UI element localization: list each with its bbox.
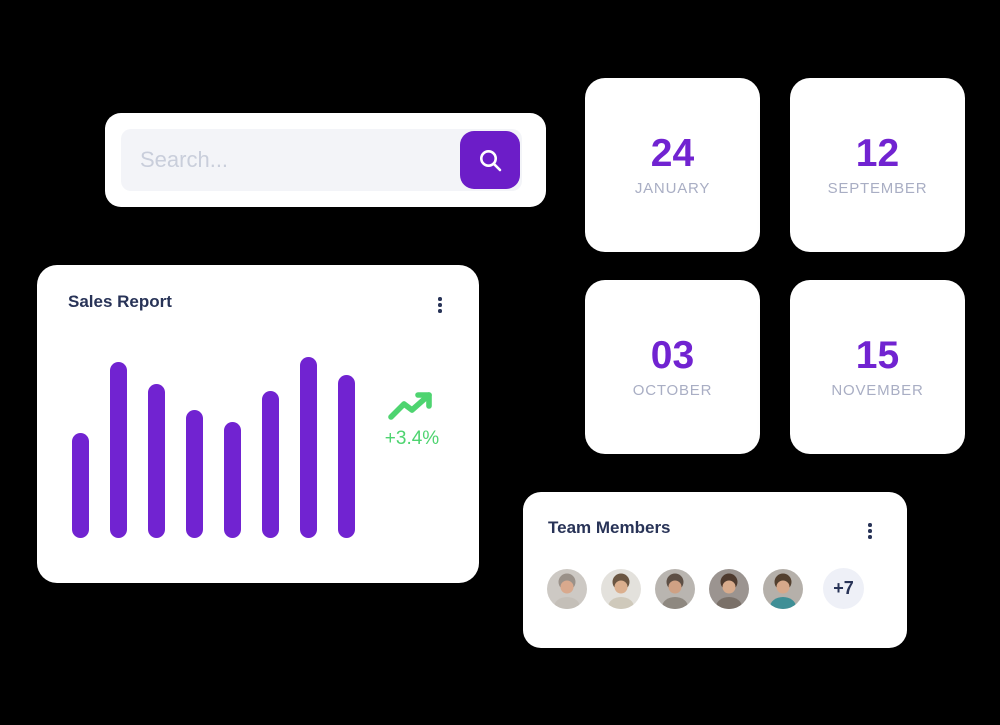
sales-bar-chart	[72, 357, 362, 538]
avatar-row: +7	[547, 568, 887, 609]
date-month: SEPTEMBER	[827, 180, 928, 198]
trend-percentage-label: +3.4%	[384, 428, 440, 449]
chart-bar	[148, 384, 165, 538]
chart-bar	[338, 375, 355, 538]
date-card-september: 12 SEPTEMBER	[790, 78, 965, 252]
chart-bar	[262, 391, 279, 538]
chart-bar	[300, 357, 317, 538]
kebab-menu-icon[interactable]	[434, 293, 446, 317]
chart-bar	[224, 422, 241, 538]
avatar-4[interactable]	[709, 568, 749, 609]
team-members-title: Team Members	[548, 518, 671, 537]
date-month: OCTOBER	[632, 382, 713, 400]
avatar-1[interactable]	[547, 568, 587, 609]
date-day: 03	[650, 333, 695, 377]
search-button[interactable]	[460, 131, 520, 189]
chart-bar	[110, 362, 127, 538]
search-icon	[479, 149, 501, 171]
date-month: JANUARY	[634, 180, 711, 198]
avatar-3[interactable]	[655, 568, 695, 609]
date-day: 15	[855, 333, 900, 377]
kebab-menu-icon[interactable]	[864, 519, 876, 543]
avatar-2[interactable]	[601, 568, 641, 609]
search-bar-card	[105, 113, 546, 207]
avatar-overflow-badge[interactable]: +7	[823, 568, 864, 609]
date-card-november: 15 NOVEMBER	[790, 280, 965, 454]
chart-bar	[72, 433, 89, 538]
date-day: 12	[855, 131, 900, 175]
date-card-january: 24 JANUARY	[585, 78, 760, 252]
date-day: 24	[650, 131, 695, 175]
date-card-october: 03 OCTOBER	[585, 280, 760, 454]
sales-report-title: Sales Report	[68, 292, 172, 311]
team-members-card: Team Members +7	[523, 492, 907, 648]
avatar-5[interactable]	[763, 568, 803, 609]
date-month: NOVEMBER	[831, 382, 924, 400]
trend-up-icon	[388, 392, 432, 420]
trend-indicator: +3.4%	[370, 391, 454, 450]
search-input[interactable]	[121, 129, 522, 191]
chart-bar	[186, 409, 203, 538]
sales-report-card: Sales Report +3.4%	[37, 265, 479, 583]
